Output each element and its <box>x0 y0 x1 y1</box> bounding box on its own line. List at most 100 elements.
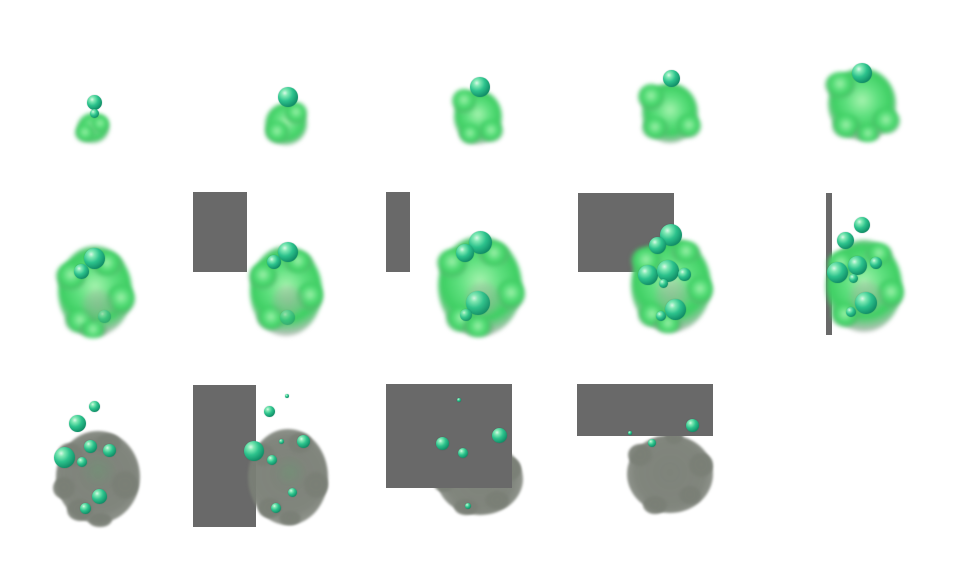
gas-puff <box>642 117 668 139</box>
placeholder-rect <box>577 384 713 436</box>
gas-puff <box>878 279 904 307</box>
bubble <box>468 230 492 254</box>
gas-puff <box>250 246 322 336</box>
gas-puff <box>827 251 855 277</box>
bubble <box>847 255 867 275</box>
bubble <box>836 231 854 249</box>
bubble <box>660 224 682 246</box>
gas-puff <box>75 124 95 142</box>
bubble <box>657 260 679 282</box>
bubble <box>263 405 275 417</box>
smoke-puff <box>689 453 713 477</box>
bubble <box>97 309 111 323</box>
bubble <box>79 502 91 514</box>
smoke-puff <box>56 431 140 523</box>
gas-puff <box>454 90 502 144</box>
bubble <box>89 108 99 118</box>
gas-puff <box>56 262 86 290</box>
smoke-puff <box>251 444 275 466</box>
gas-puff <box>847 280 885 314</box>
bubble <box>287 487 297 497</box>
smoke-puff <box>437 443 523 515</box>
gas-puff <box>107 284 135 314</box>
bubble <box>458 448 468 458</box>
smoke-puff <box>67 499 93 521</box>
gas-puff <box>437 249 467 277</box>
bubble <box>83 247 105 269</box>
bubble <box>278 87 298 107</box>
bubble <box>648 236 666 254</box>
gas-puff <box>92 252 122 276</box>
smoke-puff <box>304 472 328 498</box>
bubble <box>456 244 474 262</box>
smoke-puff <box>643 496 667 514</box>
bubble <box>435 436 449 450</box>
smoke-puff <box>627 435 713 513</box>
bubble <box>656 311 666 321</box>
gas-puff <box>58 246 132 336</box>
smoke-puff <box>57 443 83 467</box>
bubble <box>662 69 680 87</box>
smoke-puff <box>679 486 701 504</box>
bubble <box>86 94 102 110</box>
bubble <box>677 267 691 281</box>
bubble <box>271 503 281 513</box>
gas-puff <box>77 113 109 143</box>
gas-puff <box>672 241 700 263</box>
bubble <box>267 255 281 269</box>
gas-puff <box>446 306 476 332</box>
gas-puff <box>642 83 698 143</box>
bubble <box>685 418 699 432</box>
bubble <box>267 455 277 465</box>
gas-puff <box>638 303 666 327</box>
placeholder-rect <box>386 384 512 488</box>
bubble <box>460 309 472 321</box>
gas-puff <box>79 322 107 338</box>
smoke-puff <box>112 471 138 499</box>
gas-puff <box>479 242 509 266</box>
bubble <box>826 261 848 283</box>
gas-puff <box>638 84 664 110</box>
smoke-puff <box>433 472 455 492</box>
gas-puff <box>654 315 682 333</box>
gas-puff <box>80 289 116 321</box>
placeholder-rect <box>193 192 247 272</box>
bubble <box>296 434 310 448</box>
gas-puff <box>459 124 481 144</box>
bubble <box>848 273 858 283</box>
smoke-puff <box>439 450 465 472</box>
bubble <box>466 291 490 315</box>
bubble <box>285 394 289 398</box>
bubble <box>638 265 658 285</box>
gas-puff <box>463 317 493 337</box>
gas-puff <box>463 281 503 317</box>
smoke-puff <box>454 499 478 515</box>
gas-puff <box>497 279 525 309</box>
smoke-puff <box>288 433 312 453</box>
gas-puff <box>653 278 691 312</box>
bubble <box>91 488 107 504</box>
bubble <box>88 400 100 412</box>
gas-puff <box>826 240 902 332</box>
gas-puff <box>831 303 859 327</box>
placeholder-rect <box>193 385 256 527</box>
gas-puff <box>270 285 306 317</box>
bubble <box>648 439 656 447</box>
bubble <box>870 257 882 269</box>
bubble <box>664 298 686 320</box>
bubble <box>102 443 116 457</box>
gas-puff <box>265 103 307 145</box>
gas-puff <box>284 251 312 273</box>
gas-puff <box>687 276 713 304</box>
placeholder-rect <box>386 192 410 272</box>
gas-puff <box>297 282 323 310</box>
bubble <box>279 309 295 325</box>
gas-puff <box>91 115 109 133</box>
